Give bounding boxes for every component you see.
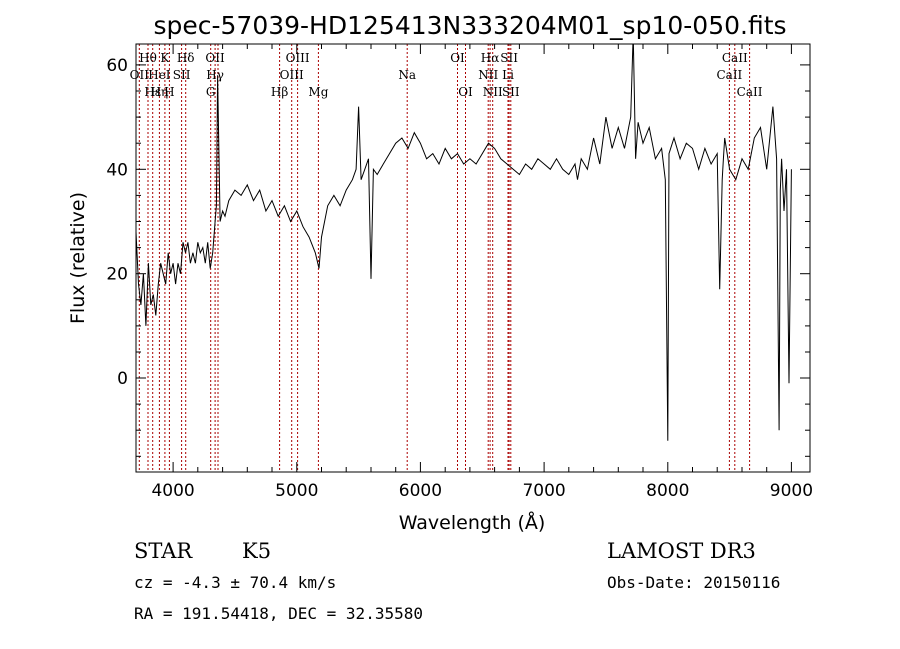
y-tick-label: 20 bbox=[106, 265, 128, 285]
line-label: OIII bbox=[280, 68, 304, 82]
line-label: OI bbox=[458, 85, 473, 99]
line-label: OII bbox=[130, 68, 150, 82]
spectrum-series bbox=[136, 44, 792, 441]
line-label: Hα bbox=[481, 51, 500, 65]
x-tick-label: 4000 bbox=[151, 481, 194, 501]
line-label: Hβ bbox=[271, 85, 288, 99]
y-axis-ticks: 0 20 40 60 bbox=[106, 56, 810, 457]
line-label: Li bbox=[502, 68, 514, 82]
x-tick-label: 8000 bbox=[646, 481, 689, 501]
x-tick-label: 7000 bbox=[522, 481, 565, 501]
x-axis-label: Wavelength (Å) bbox=[399, 511, 546, 534]
observation-date: Obs-Date: 20150116 bbox=[607, 573, 780, 592]
line-label: Mg bbox=[308, 85, 328, 99]
line-label: Hγ bbox=[206, 68, 224, 82]
redshift-readout: cz = -4.3 ± 70.4 km/s bbox=[134, 573, 336, 592]
line-label: NII bbox=[483, 85, 503, 99]
line-label: SII bbox=[500, 51, 518, 65]
x-tick-label: 9000 bbox=[770, 481, 813, 501]
object-subclass: K5 bbox=[242, 539, 271, 563]
line-label: Hη bbox=[151, 85, 169, 99]
survey-name: LAMOST DR3 bbox=[607, 539, 756, 563]
x-tick-label: 5000 bbox=[275, 481, 318, 501]
line-markers bbox=[138, 44, 751, 472]
line-label: NII bbox=[478, 68, 498, 82]
line-label: Na bbox=[398, 68, 416, 82]
line-labels: Hθ OII Hε K HeI HHη SII Hδ OII Hγ G Hβ OIII OIII Mg Na O… bbox=[130, 51, 763, 99]
chart-title: spec-57039-HD125413N333204M01_sp10-050.f… bbox=[153, 11, 786, 40]
line-label: SII bbox=[502, 85, 520, 99]
line-label: OI bbox=[450, 51, 465, 65]
line-label: Hδ bbox=[177, 51, 195, 65]
plot-frame bbox=[135, 43, 811, 473]
line-label: H bbox=[164, 85, 174, 99]
x-tick-label: 6000 bbox=[399, 481, 442, 501]
line-label: CaII bbox=[722, 51, 748, 65]
y-tick-label: 60 bbox=[106, 56, 128, 76]
y-tick-label: 0 bbox=[117, 369, 128, 389]
coordinates-readout: RA = 191.54418, DEC = 32.35580 bbox=[134, 604, 423, 623]
line-label: K bbox=[160, 51, 170, 65]
line-label: CaII bbox=[716, 68, 742, 82]
line-label: CaII bbox=[737, 85, 763, 99]
x-axis-ticks: 4000 5000 6000 7000 8000 9000 bbox=[151, 44, 813, 501]
spectrum-line bbox=[136, 44, 792, 441]
object-class: STAR bbox=[134, 539, 193, 563]
line-label: Hε bbox=[144, 85, 161, 99]
y-tick-label: 40 bbox=[106, 160, 128, 180]
y-axis-label: Flux (relative) bbox=[67, 192, 89, 324]
line-label: SII bbox=[173, 68, 191, 82]
line-label: HeI bbox=[148, 68, 171, 82]
line-label: OIII bbox=[286, 51, 310, 65]
line-label: Hθ bbox=[139, 51, 157, 65]
line-label: OII bbox=[205, 51, 225, 65]
line-label: G bbox=[206, 85, 216, 99]
